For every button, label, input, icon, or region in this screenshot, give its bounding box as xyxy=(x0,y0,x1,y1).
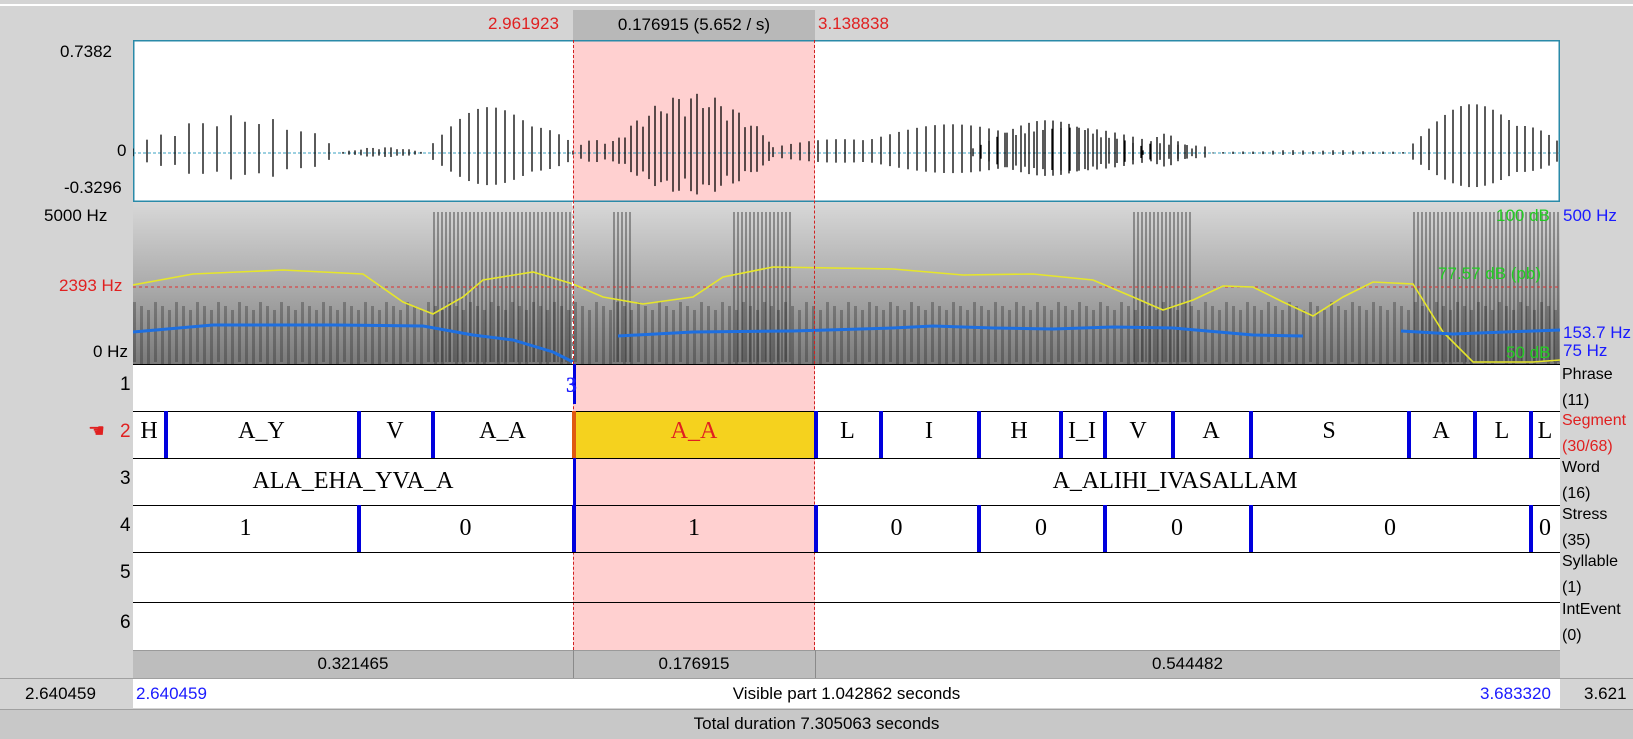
tier-2-name: Segment (30/68) xyxy=(1562,412,1627,455)
selection-end-time: 3.138838 xyxy=(818,14,889,33)
tier-1-name: Phrase (11) xyxy=(1562,366,1613,409)
pitch-value-label: 153.7 Hz xyxy=(1563,323,1632,342)
visible-part-label: Visible part 1.042862 seconds xyxy=(732,684,961,703)
segment-boundary[interactable] xyxy=(1473,411,1477,458)
spectrogram[interactable] xyxy=(133,202,1560,364)
stress-boundary[interactable] xyxy=(814,505,818,552)
stress-interval[interactable]: 0 xyxy=(1384,515,1396,541)
selection-duration-button[interactable]: 0.176915 (5.652 / s) xyxy=(573,10,815,40)
phrase-boundary[interactable] xyxy=(573,364,576,404)
tier-4-number[interactable]: 4 xyxy=(120,515,131,536)
stress-boundary[interactable] xyxy=(1249,505,1253,552)
segment-interval[interactable]: A_A xyxy=(479,418,526,444)
stress-interval[interactable]: 1 xyxy=(688,515,700,541)
segment-interval[interactable]: H xyxy=(1010,418,1028,444)
segment-boundary[interactable] xyxy=(1249,411,1253,458)
duration-divider xyxy=(573,650,574,678)
segment-interval[interactable]: S xyxy=(1322,418,1336,444)
segment-interval[interactable]: V xyxy=(386,418,404,444)
waveform[interactable] xyxy=(133,40,1560,202)
segment-boundary[interactable] xyxy=(1059,411,1063,458)
intensity-value-label: 77.57 dB (pb) xyxy=(1438,264,1542,283)
visible-end-time: 3.683320 xyxy=(1480,684,1551,703)
spectrogram-min-freq: 0 Hz xyxy=(93,342,128,361)
stress-interval[interactable]: 0 xyxy=(1539,515,1551,541)
tier-1-number[interactable]: 1 xyxy=(120,374,131,395)
waveform-zero-label: 0 xyxy=(117,141,127,160)
stress-boundary[interactable] xyxy=(1529,505,1533,552)
selection-end-line xyxy=(814,40,815,650)
segment-interval[interactable]: A_A xyxy=(670,418,718,444)
stress-boundary[interactable] xyxy=(977,505,981,552)
segment-interval[interactable]: I_I xyxy=(1068,418,1096,444)
stress-interval[interactable]: 0 xyxy=(890,515,903,541)
word-boundary[interactable] xyxy=(573,458,576,505)
segment-interval[interactable]: H xyxy=(140,418,158,444)
spectrogram-max-freq: 5000 Hz xyxy=(44,206,108,225)
pitch-min-label: 75 Hz xyxy=(1563,341,1608,360)
segment-boundary[interactable] xyxy=(1529,411,1533,458)
visible-start-time: 2.640459 xyxy=(136,684,207,703)
stress-interval[interactable]: 0 xyxy=(459,515,472,541)
total-duration-label: Total duration 7.305063 seconds xyxy=(693,714,940,733)
waveform-min-label: -0.3296 xyxy=(64,178,122,197)
word-interval[interactable]: ALA_EHA_YVA_A xyxy=(252,468,454,494)
segment-boundary[interactable] xyxy=(1171,411,1175,458)
tier-5-number[interactable]: 5 xyxy=(120,562,131,583)
stress-interval[interactable]: 0 xyxy=(1035,515,1047,541)
segment-interval[interactable]: V xyxy=(1129,418,1147,444)
tier-4-name: Stress (35) xyxy=(1562,506,1608,549)
stress-boundary[interactable] xyxy=(357,505,361,552)
segment-interval[interactable]: L xyxy=(1537,418,1553,444)
segment-boundary[interactable] xyxy=(1103,411,1107,458)
segment-interval[interactable]: L xyxy=(840,418,855,444)
tier-5-name: Syllable (1) xyxy=(1562,553,1619,596)
waveform-max-label: 0.7382 xyxy=(60,42,112,61)
total-bar[interactable] xyxy=(0,709,1633,739)
segment-boundary[interactable] xyxy=(572,411,576,458)
duration-right[interactable]: 0.544482 xyxy=(1152,654,1223,673)
segment-boundary[interactable] xyxy=(164,411,168,458)
window-end-time[interactable]: 3.621 xyxy=(1584,684,1627,703)
textgrid[interactable] xyxy=(133,364,1560,650)
selection-highlight-waveform xyxy=(573,40,815,202)
tier-3-number[interactable]: 3 xyxy=(120,468,131,489)
active-tier-pointer-icon: ☚ xyxy=(88,421,106,442)
selection-start-time: 2.961923 xyxy=(488,14,559,33)
selection-start-line xyxy=(573,40,574,650)
segment-boundary[interactable] xyxy=(814,411,818,458)
segment-interval[interactable]: A_Y xyxy=(238,418,285,444)
stress-boundary[interactable] xyxy=(1103,505,1107,552)
tier-6-name: IntEvent (0) xyxy=(1562,601,1621,644)
intensity-max-label: 100 dB xyxy=(1496,206,1550,225)
segment-interval[interactable]: I xyxy=(925,418,933,444)
tier-3-name: Word (16) xyxy=(1562,459,1600,502)
segment-interval[interactable]: A xyxy=(1202,418,1220,444)
stress-interval[interactable]: 1 xyxy=(239,515,252,541)
duration-divider xyxy=(815,650,816,678)
segment-interval[interactable]: A xyxy=(1432,418,1450,444)
duration-left[interactable]: 0.321465 xyxy=(317,654,389,673)
intensity-min-label: 50 dB xyxy=(1506,343,1551,362)
visible-part-bar[interactable] xyxy=(133,679,1560,708)
selected-interval[interactable] xyxy=(575,412,814,458)
segment-boundary[interactable] xyxy=(431,411,435,458)
segment-boundary[interactable] xyxy=(357,411,361,458)
duration-selected[interactable]: 0.176915 xyxy=(658,654,730,673)
top-frame xyxy=(0,4,1633,6)
spectrogram-cursor-freq: 2393 Hz xyxy=(59,276,123,295)
segment-boundary[interactable] xyxy=(879,411,883,458)
tier-2-number[interactable]: 2 xyxy=(120,421,131,442)
segment-interval[interactable]: L xyxy=(1494,418,1510,444)
segment-boundary[interactable] xyxy=(1407,411,1411,458)
pitch-max-label: 500 Hz xyxy=(1563,206,1617,225)
segment-boundary[interactable] xyxy=(977,411,981,458)
word-interval[interactable]: A_ALIHI_IVASALLAM xyxy=(1052,468,1298,494)
stress-boundary[interactable] xyxy=(572,505,576,552)
stress-interval[interactable]: 0 xyxy=(1171,515,1183,541)
tier-6-number[interactable]: 6 xyxy=(120,612,131,633)
duration-bar xyxy=(133,650,1560,679)
window-start-time[interactable]: 2.640459 xyxy=(25,684,96,703)
phrase-point-label: 3 xyxy=(566,372,577,397)
